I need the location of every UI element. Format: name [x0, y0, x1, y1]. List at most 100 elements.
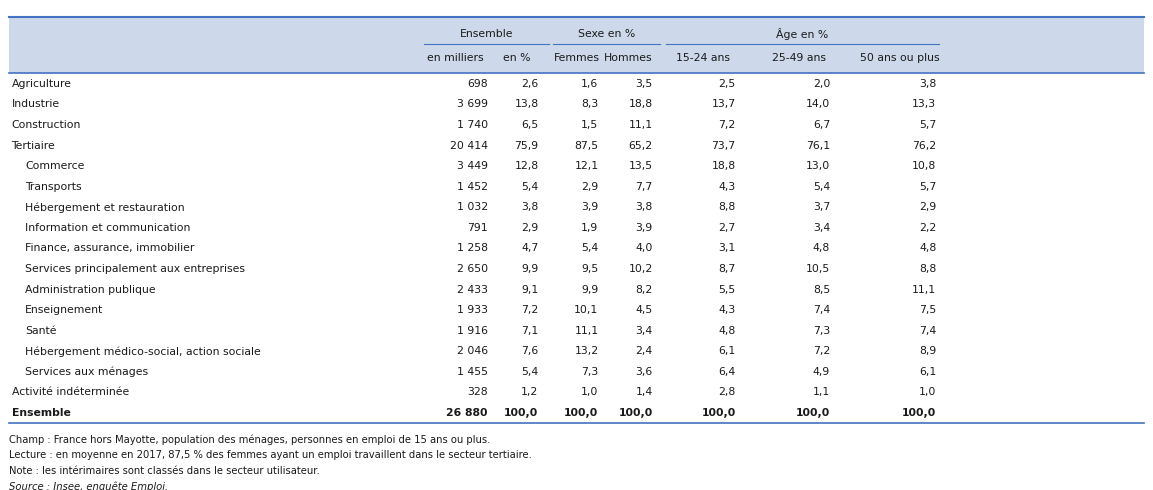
Text: 8,9: 8,9: [919, 346, 936, 356]
Text: 7,2: 7,2: [813, 346, 830, 356]
Text: 2,9: 2,9: [581, 182, 598, 192]
Text: Âge en %: Âge en %: [776, 28, 829, 40]
Text: 13,8: 13,8: [514, 99, 538, 109]
Text: 5,5: 5,5: [718, 285, 736, 294]
Text: 8,8: 8,8: [919, 264, 936, 274]
Text: 2 650: 2 650: [457, 264, 488, 274]
Text: 4,3: 4,3: [718, 305, 736, 315]
Text: 5,4: 5,4: [521, 367, 538, 377]
Text: 4,8: 4,8: [813, 244, 830, 253]
Text: 11,1: 11,1: [574, 326, 598, 336]
Text: 25-49 ans: 25-49 ans: [773, 53, 826, 63]
Text: en %: en %: [503, 53, 530, 63]
Text: Santé: Santé: [25, 326, 56, 336]
Text: Femmes: Femmes: [553, 53, 600, 63]
Text: 76,2: 76,2: [912, 141, 936, 150]
Text: 7,4: 7,4: [813, 305, 830, 315]
Text: 20 414: 20 414: [450, 141, 488, 150]
Text: 6,1: 6,1: [718, 346, 736, 356]
Text: 1 455: 1 455: [457, 367, 488, 377]
Text: 7,7: 7,7: [635, 182, 653, 192]
Text: Source : Insee, enquête Emploi.: Source : Insee, enquête Emploi.: [9, 481, 168, 490]
Text: 65,2: 65,2: [628, 141, 653, 150]
Text: 87,5: 87,5: [574, 141, 598, 150]
Text: 4,0: 4,0: [635, 244, 653, 253]
Text: 7,3: 7,3: [813, 326, 830, 336]
Text: Transports: Transports: [25, 182, 82, 192]
Text: 2,2: 2,2: [919, 223, 936, 233]
Text: 1,9: 1,9: [581, 223, 598, 233]
Text: Champ : France hors Mayotte, population des ménages, personnes en emploi de 15 a: Champ : France hors Mayotte, population …: [9, 434, 490, 444]
Text: 18,8: 18,8: [711, 161, 736, 171]
Text: 3,4: 3,4: [635, 326, 653, 336]
Text: 1 452: 1 452: [457, 182, 488, 192]
Text: 8,8: 8,8: [718, 202, 736, 212]
Text: 5,4: 5,4: [521, 182, 538, 192]
Text: Services aux ménages: Services aux ménages: [25, 367, 149, 377]
Text: 11,1: 11,1: [912, 285, 936, 294]
Text: 13,7: 13,7: [711, 99, 736, 109]
Text: 9,5: 9,5: [581, 264, 598, 274]
Text: 7,4: 7,4: [919, 326, 936, 336]
Text: 3,1: 3,1: [718, 244, 736, 253]
Text: Activité indéterminée: Activité indéterminée: [12, 388, 129, 397]
Text: 3,8: 3,8: [521, 202, 538, 212]
Text: 3 449: 3 449: [457, 161, 488, 171]
Text: 15-24 ans: 15-24 ans: [677, 53, 730, 63]
Text: 1,2: 1,2: [521, 388, 538, 397]
Text: 3 699: 3 699: [457, 99, 488, 109]
Text: 7,6: 7,6: [521, 346, 538, 356]
Text: 6,7: 6,7: [813, 120, 830, 130]
Text: 10,5: 10,5: [806, 264, 830, 274]
Text: 13,0: 13,0: [806, 161, 830, 171]
Text: 3,8: 3,8: [635, 202, 653, 212]
Text: 4,9: 4,9: [813, 367, 830, 377]
Text: 4,7: 4,7: [521, 244, 538, 253]
Text: Information et communication: Information et communication: [25, 223, 190, 233]
Text: 7,2: 7,2: [521, 305, 538, 315]
Text: 13,3: 13,3: [912, 99, 936, 109]
Text: 328: 328: [467, 388, 488, 397]
Text: 4,8: 4,8: [718, 326, 736, 336]
Text: 1,6: 1,6: [581, 79, 598, 89]
Text: 2,7: 2,7: [718, 223, 736, 233]
Text: 10,8: 10,8: [912, 161, 936, 171]
Text: 100,0: 100,0: [618, 408, 653, 418]
Text: 1,0: 1,0: [581, 388, 598, 397]
Text: 3,8: 3,8: [919, 79, 936, 89]
Text: 2,5: 2,5: [718, 79, 736, 89]
Text: 8,3: 8,3: [581, 99, 598, 109]
Text: en milliers: en milliers: [427, 53, 484, 63]
Text: 2,9: 2,9: [521, 223, 538, 233]
Text: 13,5: 13,5: [628, 161, 653, 171]
Text: 6,5: 6,5: [521, 120, 538, 130]
Text: Tertiaire: Tertiaire: [12, 141, 55, 150]
Text: 8,7: 8,7: [718, 264, 736, 274]
Text: 7,5: 7,5: [919, 305, 936, 315]
Text: 100,0: 100,0: [564, 408, 598, 418]
Text: 698: 698: [467, 79, 488, 89]
Text: 100,0: 100,0: [701, 408, 736, 418]
Text: 75,9: 75,9: [514, 141, 538, 150]
Text: 3,9: 3,9: [581, 202, 598, 212]
Text: 791: 791: [467, 223, 488, 233]
Text: 6,1: 6,1: [919, 367, 936, 377]
Text: 10,2: 10,2: [628, 264, 653, 274]
Text: 1 933: 1 933: [457, 305, 488, 315]
Text: 11,1: 11,1: [628, 120, 653, 130]
Text: 3,5: 3,5: [635, 79, 653, 89]
Text: 12,1: 12,1: [574, 161, 598, 171]
Text: 7,3: 7,3: [581, 367, 598, 377]
Text: 3,4: 3,4: [813, 223, 830, 233]
Text: 8,5: 8,5: [813, 285, 830, 294]
Text: Administration publique: Administration publique: [25, 285, 156, 294]
Text: Enseignement: Enseignement: [25, 305, 104, 315]
Bar: [9, 17, 1144, 74]
Text: 3,6: 3,6: [635, 367, 653, 377]
Text: 4,3: 4,3: [718, 182, 736, 192]
Text: Lecture : en moyenne en 2017, 87,5 % des femmes ayant un emploi travaillent dans: Lecture : en moyenne en 2017, 87,5 % des…: [9, 450, 532, 460]
Text: 9,9: 9,9: [521, 264, 538, 274]
Text: 8,2: 8,2: [635, 285, 653, 294]
Text: 1,4: 1,4: [635, 388, 653, 397]
Text: 100,0: 100,0: [796, 408, 830, 418]
